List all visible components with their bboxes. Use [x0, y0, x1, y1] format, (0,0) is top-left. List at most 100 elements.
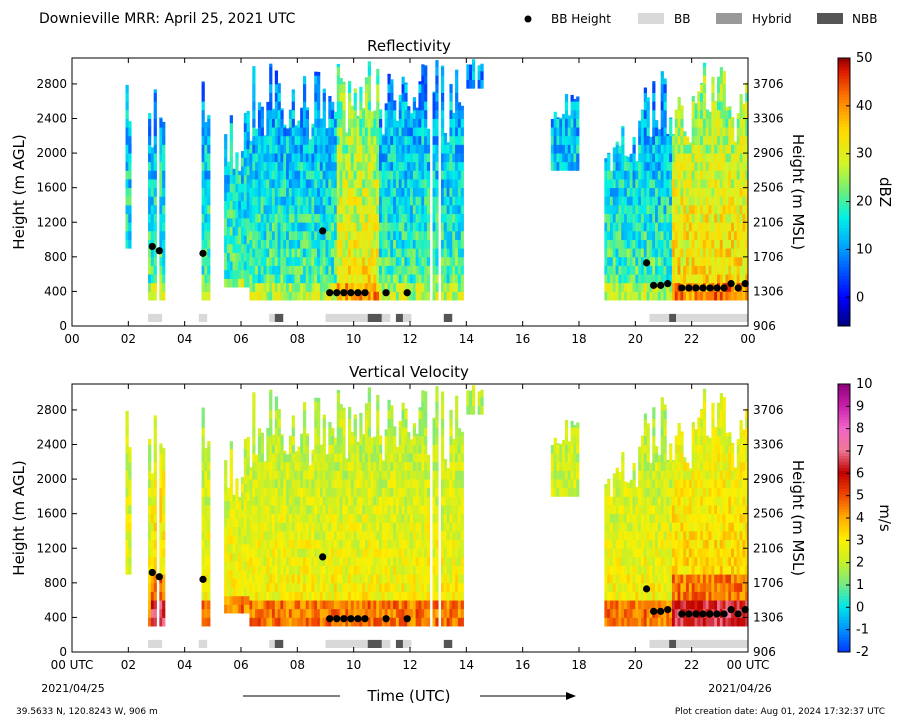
field-cell — [243, 543, 248, 553]
field-cell — [624, 222, 628, 232]
field-cell — [407, 135, 411, 145]
field-cell — [238, 217, 242, 227]
field-cell — [339, 548, 343, 558]
field-cell — [125, 222, 129, 232]
field-cell — [339, 453, 343, 463]
field-cell — [271, 265, 276, 275]
field-cell — [364, 539, 369, 549]
field-cell — [274, 565, 279, 575]
field-cell — [404, 92, 408, 102]
field-cell — [362, 127, 366, 137]
field-cell — [331, 161, 335, 171]
field-cell — [348, 239, 352, 249]
field-cell — [283, 179, 287, 189]
field-cell — [725, 248, 729, 258]
field-cell — [564, 127, 569, 137]
field-cell — [257, 428, 262, 437]
field-cell — [725, 265, 729, 275]
field-cell — [379, 265, 383, 275]
field-cell — [243, 561, 248, 571]
field-cell — [252, 66, 256, 76]
field-cell — [336, 556, 340, 566]
field-cell — [317, 71, 321, 76]
field-cell — [300, 291, 304, 301]
field-cell — [733, 291, 738, 301]
field-cell — [725, 109, 729, 119]
field-cell — [691, 213, 695, 223]
field-cell — [342, 600, 346, 610]
field-cell — [345, 187, 349, 197]
field-cell — [452, 179, 456, 189]
field-cell — [452, 282, 456, 292]
field-cell — [263, 539, 267, 549]
field-cell — [342, 170, 346, 180]
legend-swatch-1 — [638, 13, 664, 24]
field-cell — [322, 418, 326, 428]
field-cell — [657, 213, 662, 223]
field-cell — [398, 144, 402, 154]
field-cell — [263, 600, 267, 610]
field-cell — [328, 444, 332, 454]
field-cell — [705, 222, 709, 232]
field-cell — [252, 127, 256, 137]
field-cell — [700, 179, 704, 189]
field-cell — [677, 213, 681, 223]
field-cell — [238, 595, 242, 605]
field-cell — [207, 153, 211, 163]
field-cell — [460, 105, 464, 111]
field-cell — [263, 204, 267, 215]
field-cell — [246, 466, 250, 476]
field-cell — [263, 213, 267, 223]
field-cell — [260, 204, 264, 215]
field-cell — [224, 561, 228, 571]
field-cell — [336, 161, 340, 171]
field-cell — [446, 248, 450, 258]
field-cell — [204, 239, 208, 249]
field-cell — [319, 522, 324, 532]
field-cell — [440, 248, 445, 258]
colorbar-segment — [838, 290, 850, 294]
field-cell — [238, 509, 242, 519]
field-cell — [655, 265, 659, 275]
field-cell — [204, 204, 208, 215]
field-cell — [153, 274, 157, 284]
field-cell — [150, 204, 155, 215]
field-cell — [280, 118, 284, 128]
field-cell — [629, 153, 633, 163]
field-cell — [367, 187, 371, 197]
field-cell — [269, 453, 273, 463]
field-cell — [246, 131, 250, 141]
colorbar-segment — [838, 69, 850, 74]
field-cell — [742, 291, 746, 301]
field-cell — [373, 222, 377, 232]
field-cell — [443, 204, 448, 215]
field-cell — [700, 92, 704, 102]
field-cell — [300, 548, 304, 558]
field-cell — [325, 282, 329, 292]
field-cell — [663, 118, 667, 128]
field-cell — [643, 161, 647, 171]
field-cell — [348, 118, 352, 128]
field-cell — [257, 548, 262, 558]
field-cell — [317, 617, 321, 627]
field-cell — [207, 441, 211, 445]
field-cell — [708, 153, 712, 163]
field-cell — [407, 118, 411, 128]
field-cell — [728, 135, 732, 145]
field-cell — [283, 530, 287, 541]
field-cell — [249, 230, 253, 240]
field-cell — [663, 153, 667, 163]
field-cell — [669, 213, 673, 223]
field-cell — [348, 179, 352, 189]
field-cell — [311, 127, 315, 137]
field-cell — [328, 539, 332, 549]
field-cell — [643, 135, 647, 145]
field-cell — [243, 518, 248, 528]
field-cell — [302, 470, 307, 480]
field-cell — [350, 127, 355, 137]
field-cell — [319, 118, 324, 128]
field-cell — [283, 204, 287, 215]
field-cell — [702, 153, 707, 163]
field-cell — [150, 187, 155, 197]
field-cell — [150, 479, 155, 489]
